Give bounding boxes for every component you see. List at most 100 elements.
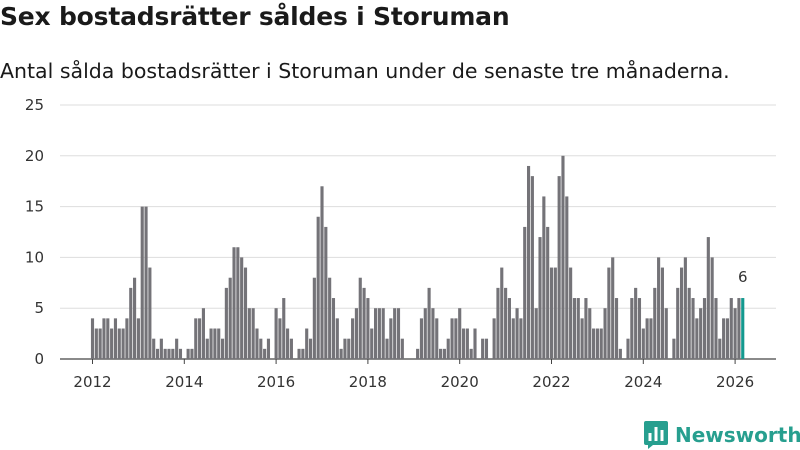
chart-title: Sex bostadsrätter såldes i Storuman: [0, 2, 510, 31]
bar: [481, 338, 485, 359]
bar: [247, 308, 251, 359]
bar: [106, 318, 110, 359]
x-tick-label: 2020: [441, 373, 479, 391]
bar: [419, 318, 424, 359]
bar: [236, 247, 240, 359]
bar: [152, 338, 156, 359]
bar: [217, 328, 221, 359]
bar: [240, 257, 244, 359]
bar: [320, 186, 324, 359]
annotation: 6: [738, 268, 748, 286]
bar: [159, 338, 163, 359]
bar: [194, 318, 198, 359]
bar: [614, 298, 619, 359]
bar: [733, 308, 737, 359]
bar: [699, 308, 703, 359]
bar: [259, 338, 263, 359]
bar: [324, 226, 328, 359]
bar: [416, 348, 420, 359]
bars: [90, 155, 745, 359]
x-tick-label: 2018: [349, 373, 387, 391]
x-tick-label: 2016: [257, 373, 295, 391]
bar: [523, 226, 527, 359]
bar: [557, 176, 561, 359]
bar: [308, 338, 313, 359]
bar: [117, 328, 121, 359]
bar: [442, 348, 446, 359]
y-tick-label: 15: [25, 198, 44, 216]
x-axis: 2012 2014 2016 2018 2020 2022 2024 2026: [73, 359, 754, 391]
bar: [358, 277, 362, 359]
bar: [473, 328, 477, 359]
bar: [599, 328, 603, 359]
bar: [641, 328, 645, 359]
bar: [722, 318, 726, 359]
bar: [592, 328, 596, 359]
bar: [530, 176, 534, 359]
bar: [546, 226, 550, 359]
bar: [209, 328, 213, 359]
bar: [331, 298, 336, 359]
bar: [175, 338, 179, 359]
bar: [243, 267, 248, 359]
bar: [113, 318, 118, 359]
bar: [278, 318, 282, 359]
bar: [504, 287, 508, 359]
bar: [220, 338, 225, 359]
bar: [565, 196, 569, 359]
chart-subtitle: Antal sålda bostadsrätter i Storuman und…: [0, 59, 730, 83]
bar: [458, 308, 462, 359]
bar: [741, 298, 745, 359]
brand-name: Newsworthy: [675, 423, 800, 447]
bar: [396, 308, 401, 359]
bar: [129, 287, 133, 359]
bar: [626, 338, 630, 359]
bar: [427, 287, 431, 359]
bar: [339, 348, 343, 359]
bar: [484, 338, 489, 359]
y-tick-label: 5: [34, 299, 44, 317]
bar: [335, 318, 339, 359]
bar: [637, 298, 642, 359]
bar: [737, 298, 741, 359]
bar: [289, 338, 293, 359]
bar: [714, 298, 718, 359]
bar: [136, 318, 140, 359]
bar: [163, 348, 167, 359]
bar: [695, 318, 699, 359]
newsworthy-icon: [644, 421, 668, 449]
bar: [178, 348, 183, 359]
bar: [653, 287, 657, 359]
y-tick-label: 20: [25, 147, 44, 165]
x-tick-label: 2014: [165, 373, 203, 391]
bar: [232, 247, 236, 359]
bar: [301, 348, 305, 359]
bar: [572, 298, 577, 359]
bar: [645, 318, 649, 359]
bar: [683, 257, 687, 359]
bar: [140, 206, 144, 359]
bar: [305, 328, 309, 359]
bar: [201, 308, 205, 359]
bar: [584, 298, 588, 359]
bar: [465, 328, 469, 359]
bar: [198, 318, 202, 359]
data-label: 6: [738, 268, 748, 286]
bar: [373, 308, 378, 359]
bar: [595, 328, 599, 359]
bar: [370, 328, 374, 359]
bar: [679, 267, 684, 359]
bar: [205, 338, 209, 359]
bar: [144, 206, 148, 359]
bar: [603, 308, 607, 359]
bar: [725, 318, 730, 359]
x-tick-label: 2022: [532, 373, 570, 391]
bar: [534, 308, 538, 359]
bar: [274, 308, 278, 359]
bar: [286, 328, 290, 359]
bar: [702, 298, 707, 359]
newsworthy-logo[interactable]: Newsworthy: [644, 420, 800, 450]
bar: [588, 308, 592, 359]
bar: [389, 318, 393, 359]
